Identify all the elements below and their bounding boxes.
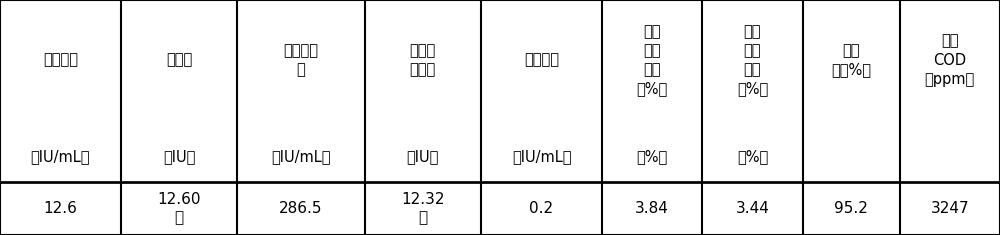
Text: （%）: （%）	[737, 149, 768, 164]
Text: 浓缩液
总效价: 浓缩液 总效价	[410, 43, 436, 77]
Text: 12.32
亿: 12.32 亿	[401, 192, 445, 225]
Text: 3.44: 3.44	[735, 201, 769, 216]
Text: 清液
COD
（ppm）: 清液 COD （ppm）	[925, 33, 975, 87]
Text: 95.2: 95.2	[834, 201, 868, 216]
Text: 起始效价: 起始效价	[43, 53, 78, 68]
Text: （IU）: （IU）	[407, 149, 439, 164]
Text: 12.60
亿: 12.60 亿	[157, 192, 201, 225]
Text: 总效价: 总效价	[166, 53, 192, 68]
Text: （IU/mL）: （IU/mL）	[271, 149, 331, 164]
Text: （IU）: （IU）	[163, 149, 195, 164]
Text: 浓缩
液盐
含量
（%）: 浓缩 液盐 含量 （%）	[636, 24, 668, 96]
Text: 清液效价: 清液效价	[524, 53, 559, 68]
Text: （IU/mL）: （IU/mL）	[512, 149, 571, 164]
Text: （%）: （%）	[636, 149, 668, 164]
Text: 透过
液盐
含量
（%）: 透过 液盐 含量 （%）	[737, 24, 768, 96]
Text: 0.2: 0.2	[529, 201, 554, 216]
Text: 3.84: 3.84	[635, 201, 669, 216]
Text: （IU/mL）: （IU/mL）	[31, 149, 90, 164]
Text: 除盐
率（%）: 除盐 率（%）	[831, 43, 871, 77]
Text: 浓缩液效
价: 浓缩液效 价	[283, 43, 318, 77]
Text: 286.5: 286.5	[279, 201, 323, 216]
Text: 12.6: 12.6	[43, 201, 77, 216]
Text: 3247: 3247	[931, 201, 969, 216]
